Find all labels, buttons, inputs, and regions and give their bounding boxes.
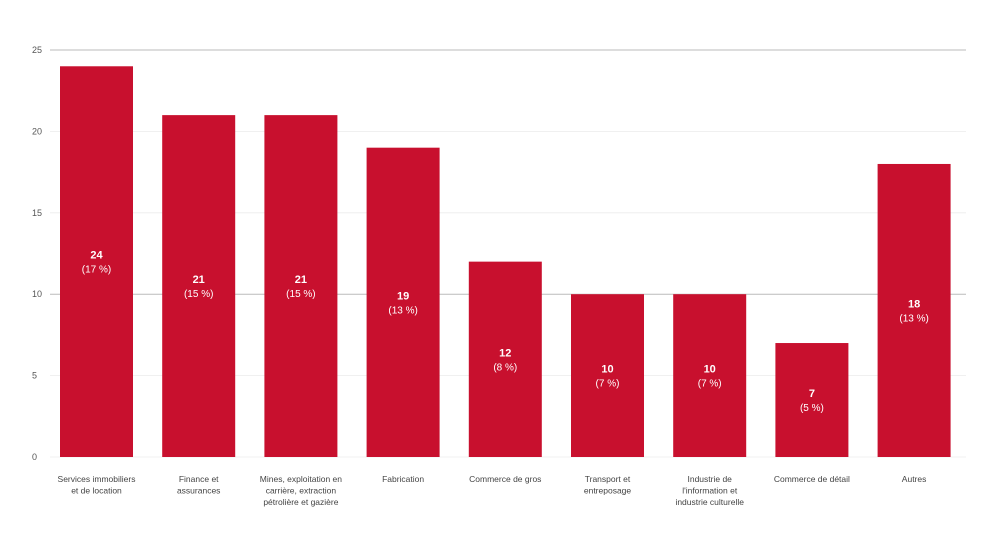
bar: [571, 294, 644, 457]
y-tick-label: 0: [32, 452, 37, 462]
bar-value-label: 21: [295, 274, 307, 286]
bar-percent-label: (13 %): [899, 313, 928, 324]
category-labels: Services immobiliers et de location Financ…: [58, 474, 927, 507]
category-label: Autres: [902, 474, 927, 484]
category-label-line: Mines, exploitation en: [260, 474, 342, 484]
bar-value-label: 10: [601, 364, 613, 376]
y-tick-label: 15: [32, 208, 42, 218]
bar-value-label: 10: [704, 364, 716, 376]
bar-value-label: 24: [90, 250, 103, 262]
category-label-line: Industrie de: [687, 474, 732, 484]
bars: [60, 66, 951, 458]
bar-value-label: 7: [809, 388, 815, 400]
bar: [366, 147, 440, 457]
bar-percent-label: (7 %): [596, 379, 620, 390]
category-label: Mines, exploitation en carrière, extracti…: [260, 474, 342, 507]
category-label-line: industrie culturelle: [675, 497, 744, 507]
category-label-line: pétrolière et gazière: [263, 497, 338, 507]
bar: [775, 343, 849, 457]
bar-percent-label: (5 %): [800, 403, 824, 414]
category-label-line: l'information et: [682, 486, 738, 496]
category-label-line: Finance et: [179, 474, 219, 484]
bar-value-label: 12: [499, 347, 511, 359]
category-label: Commerce de gros: [469, 474, 541, 484]
bar-value-label: 21: [193, 274, 205, 286]
category-label: Services immobiliers et de location: [58, 474, 136, 496]
bar-percent-label: (7 %): [698, 379, 722, 390]
bar-percent-label: (13 %): [388, 305, 417, 316]
bar-percent-label: (15 %): [286, 289, 315, 300]
y-axis-ticks: 0 5 10 15 20 25: [32, 45, 42, 462]
bar: [264, 115, 338, 458]
category-label-line: assurances: [177, 486, 220, 496]
data-labels: 24 (17 %) 21 (15 %) 21 (15 %) 19 (13 %) 12 (8 %) 1…: [82, 250, 929, 414]
category-label: Transport et entreposage: [584, 474, 632, 496]
category-label-line: Transport et: [585, 474, 631, 484]
y-tick-label: 10: [32, 289, 42, 299]
category-label-line: Autres: [902, 474, 927, 484]
category-label: Finance et assurances: [177, 474, 220, 496]
bar: [60, 66, 133, 457]
bar-value-label: 19: [397, 290, 409, 302]
y-tick-label: 20: [32, 126, 42, 136]
y-tick-label: 5: [32, 371, 37, 381]
bar-percent-label: (15 %): [184, 289, 213, 300]
category-label: Commerce de détail: [774, 474, 850, 484]
category-label-line: entreposage: [584, 486, 632, 496]
category-label-line: Commerce de gros: [469, 474, 541, 484]
bar-percent-label: (17 %): [82, 265, 111, 276]
category-label-line: Commerce de détail: [774, 474, 850, 484]
bar-value-label: 18: [908, 298, 920, 310]
category-label-line: Services immobiliers: [58, 474, 136, 484]
category-label: Industrie de l'information et industrie cu…: [675, 474, 744, 507]
bar: [673, 294, 747, 457]
category-label-line: carrière, extraction: [266, 486, 337, 496]
category-label-line: et de location: [71, 486, 122, 496]
y-tick-label: 25: [32, 45, 42, 55]
bar-percent-label: (8 %): [493, 362, 517, 373]
category-label: Fabrication: [382, 474, 424, 484]
category-label-line: Fabrication: [382, 474, 424, 484]
bar: [877, 163, 951, 457]
bar: [468, 261, 542, 457]
bar: [162, 115, 236, 458]
